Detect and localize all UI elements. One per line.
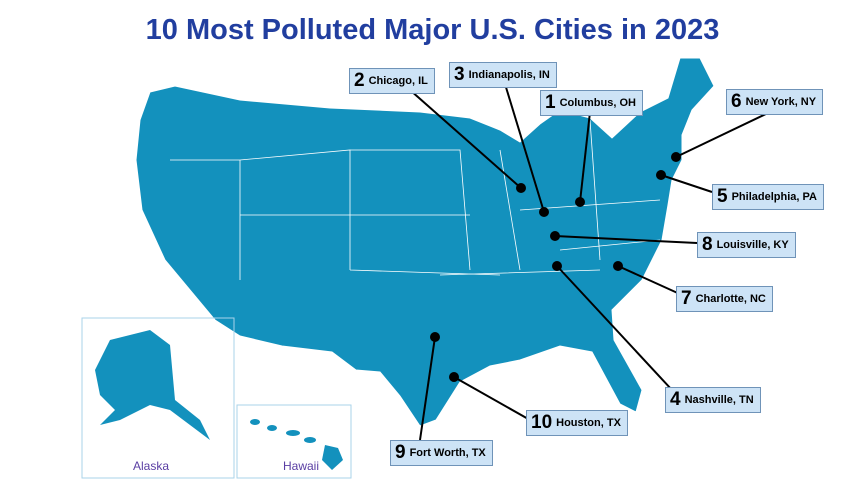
- leader-line: [617, 265, 683, 296]
- hawaii-inset-frame: [236, 404, 352, 479]
- leader-line: [419, 336, 436, 441]
- inset-label: Hawaii: [283, 459, 320, 473]
- city-rank: 7: [681, 288, 692, 309]
- city-name: Charlotte, NC: [695, 293, 766, 305]
- city-name: Indianapolis, IN: [468, 69, 550, 81]
- leader-line: [660, 174, 713, 193]
- city-rank: 5: [717, 186, 728, 207]
- leader-line: [409, 89, 522, 189]
- city-marker: [516, 183, 526, 193]
- city-label: 1 Columbus, OH: [540, 90, 643, 116]
- city-label: 5 Philadelphia, PA: [712, 184, 824, 210]
- city-label: 8 Louisville, KY: [697, 232, 796, 258]
- city-marker: [671, 152, 681, 162]
- state-lines: [170, 119, 661, 280]
- city-rank: 2: [354, 70, 365, 91]
- city-name: Philadelphia, PA: [731, 191, 817, 203]
- city-marker: [575, 197, 585, 207]
- city-name: New York, NY: [745, 96, 817, 108]
- leader-line: [675, 111, 771, 158]
- hawaii-shape: [250, 419, 343, 470]
- city-rank: 4: [670, 389, 681, 410]
- city-label: 9 Fort Worth, TX: [390, 440, 493, 466]
- city-label: 2 Chicago, IL: [349, 68, 435, 94]
- city-rank: 6: [731, 91, 742, 112]
- inset-label: Alaska: [133, 459, 170, 473]
- city-marker: [430, 332, 440, 342]
- leader-line: [579, 111, 591, 203]
- city-marker: [539, 207, 549, 217]
- leader-line: [556, 265, 673, 391]
- leader-line: [453, 376, 531, 421]
- city-name: Nashville, TN: [684, 394, 754, 406]
- city-name: Houston, TX: [556, 417, 621, 429]
- city-label: 4 Nashville, TN: [665, 387, 761, 413]
- city-marker: [552, 261, 562, 271]
- alaska-inset-frame: [81, 317, 235, 479]
- city-rank: 9: [395, 442, 406, 463]
- city-label: 10 Houston, TX: [526, 410, 628, 436]
- city-name: Louisville, KY: [716, 239, 789, 251]
- city-marker: [449, 372, 459, 382]
- city-label: 6 New York, NY: [726, 89, 824, 115]
- contiguous-us: [135, 57, 715, 427]
- city-rank: 10: [531, 412, 553, 433]
- city-name: Fort Worth, TX: [409, 447, 486, 459]
- city-label: 7 Charlotte, NC: [676, 286, 773, 312]
- city-marker: [550, 231, 560, 241]
- city-rank: 1: [545, 92, 556, 113]
- city-name: Columbus, OH: [559, 97, 636, 109]
- leader-line: [554, 235, 698, 244]
- city-marker: [613, 261, 623, 271]
- map-title: 10 Most Polluted Major U.S. Cities in 20…: [145, 14, 720, 46]
- city-rank: 8: [702, 234, 713, 255]
- city-marker: [656, 170, 666, 180]
- city-name: Chicago, IL: [368, 75, 428, 87]
- alaska-shape: [95, 330, 210, 440]
- city-label: 3 Indianapolis, IN: [449, 62, 557, 88]
- city-rank: 3: [454, 64, 465, 85]
- leader-line: [504, 83, 545, 213]
